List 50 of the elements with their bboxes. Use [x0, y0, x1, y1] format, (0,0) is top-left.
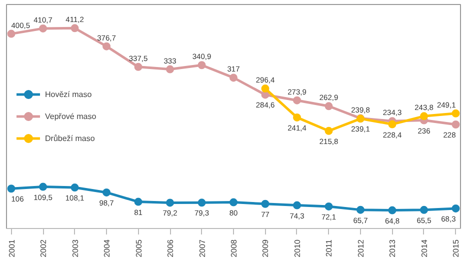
point: [292, 113, 301, 122]
point: [324, 126, 333, 135]
x-tick-label: 2014: [420, 238, 429, 258]
point: [261, 84, 270, 93]
point: [198, 198, 206, 207]
point: [452, 204, 460, 212]
x-tick-label: 2010: [292, 238, 302, 258]
point: [420, 206, 428, 214]
x-tick-label: 2009: [261, 238, 270, 258]
point: [166, 198, 174, 207]
point: [324, 202, 333, 210]
x-tick-label: 2001: [7, 238, 16, 258]
point: [102, 188, 111, 196]
point: [420, 112, 428, 120]
x-tick-label: 2015: [452, 238, 461, 258]
point: [70, 184, 79, 192]
point: [198, 61, 206, 70]
point: [292, 201, 301, 210]
point: [230, 198, 238, 206]
x-tick-label: 2005: [134, 238, 144, 258]
point: [39, 182, 48, 191]
point: [39, 24, 48, 32]
x-tick-label: 2002: [39, 238, 48, 258]
point: [7, 30, 16, 38]
point: [388, 206, 396, 214]
x-tick-label: 2012: [356, 238, 366, 258]
x-tick-label: 2011: [324, 238, 334, 257]
point: [134, 198, 142, 206]
point: [356, 206, 364, 214]
point: [324, 102, 333, 110]
x-tick-label: 2013: [388, 238, 398, 258]
point: [166, 65, 174, 74]
point: [134, 62, 142, 71]
legend-label: Vepřové maso: [45, 112, 96, 120]
legend-label: Drůbeží maso: [45, 134, 95, 142]
point: [452, 109, 460, 118]
x-tick-label: 2008: [230, 238, 238, 258]
point: [230, 74, 238, 82]
point: [7, 184, 16, 193]
x-tick-label: 2003: [70, 238, 80, 258]
point: [292, 96, 301, 104]
x-tick-label: 2004: [102, 238, 112, 258]
x-tick-label: 2006: [166, 238, 176, 258]
point: [261, 200, 270, 208]
point: [452, 120, 460, 128]
point: [388, 120, 396, 128]
x-tick-label: 2007: [198, 238, 207, 258]
point: [70, 24, 79, 32]
legend-label: Hovězí maso: [45, 90, 92, 98]
point: [102, 42, 111, 50]
